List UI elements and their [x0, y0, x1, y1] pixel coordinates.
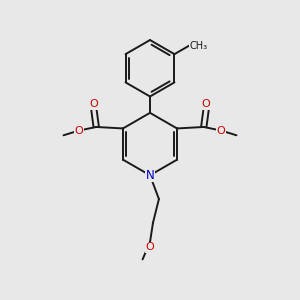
Text: N: N	[146, 169, 154, 182]
Text: O: O	[202, 99, 211, 109]
Text: O: O	[75, 125, 83, 136]
Text: O: O	[89, 99, 98, 109]
Text: O: O	[217, 125, 225, 136]
Text: O: O	[146, 242, 154, 252]
Text: CH₃: CH₃	[189, 40, 208, 50]
